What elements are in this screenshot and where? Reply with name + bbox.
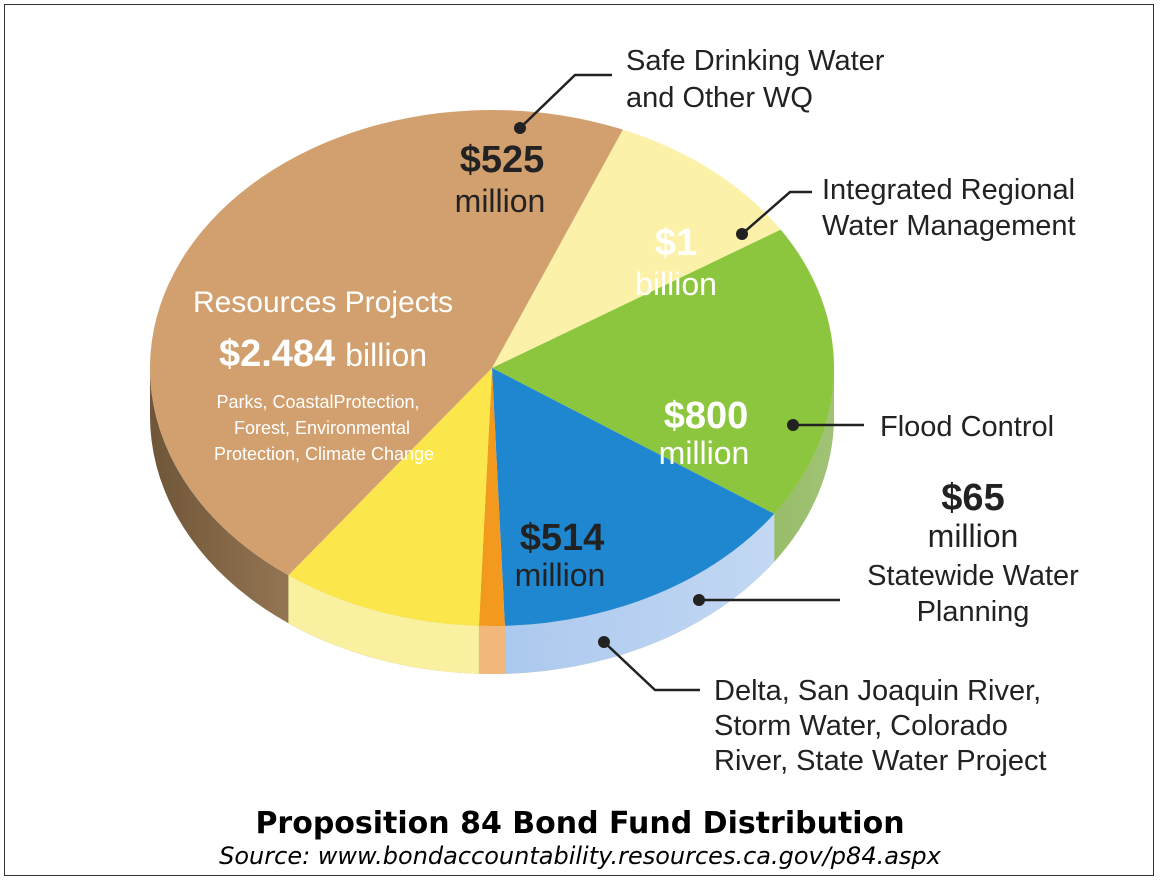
label-delta-2: Storm Water, Colorado — [714, 710, 1008, 742]
label-safe-2: and Other WQ — [626, 82, 813, 114]
leader-dot-swp — [693, 594, 705, 606]
label-safe-1: Safe Drinking Water — [626, 45, 885, 77]
pie-slice-resources — [149, 109, 623, 576]
label-irwm-1: Integrated Regional — [822, 174, 1075, 206]
label-irwm-2: Water Management — [822, 210, 1076, 242]
value-irwm: $1 — [655, 222, 697, 264]
sub-resources-3: Protection, Climate Change — [214, 444, 434, 464]
leader-delta — [603, 641, 700, 692]
sub-resources-2: Forest, Environmental — [234, 418, 410, 438]
caption-title: Proposition 84 Bond Fund Distribution — [255, 806, 905, 841]
leader-dot-flood — [787, 419, 799, 431]
value-swp: $65 — [941, 477, 1004, 519]
unit-delta: million — [515, 557, 606, 593]
pie-slice-swp — [478, 368, 505, 627]
label-swp-1: Statewide Water — [867, 560, 1079, 592]
label-flood: Flood Control — [880, 411, 1054, 443]
pie-side-highlight — [492, 368, 834, 674]
leader-dot-safe — [514, 122, 526, 134]
unit-safe: million — [455, 183, 546, 219]
pie-side-delta — [288, 575, 479, 674]
caption-source: Source: www.bondaccountability.resources… — [219, 842, 941, 870]
unit-flood: million — [659, 435, 750, 471]
label-delta-1: Delta, San Joaquin River, — [714, 675, 1041, 707]
label-swp-2: Planning — [917, 596, 1030, 628]
chart-frame — [4, 4, 1154, 876]
unit-irwm: billion — [635, 266, 717, 302]
sub-resources-1: Parks, CoastalProtection, — [216, 392, 419, 412]
unit-swp: million — [928, 518, 1019, 554]
leader-dot-irwm — [736, 228, 748, 240]
pie-slice-flood — [492, 368, 775, 626]
leader-safe — [519, 73, 612, 129]
pie-slice-safe — [492, 129, 781, 368]
value-delta: $514 — [520, 517, 605, 559]
pie-slice-irwm — [492, 229, 834, 514]
title-resources: Resources Projects — [193, 286, 453, 319]
pie-slice-delta — [288, 368, 492, 626]
value-flood: $800 — [664, 395, 749, 437]
value-safe: $525 — [460, 139, 545, 181]
leader-irwm — [741, 190, 812, 235]
label-delta-3: River, State Water Project — [714, 745, 1047, 777]
value-resources: $2.484 billion — [219, 333, 427, 375]
leader-dot-delta — [598, 636, 610, 648]
